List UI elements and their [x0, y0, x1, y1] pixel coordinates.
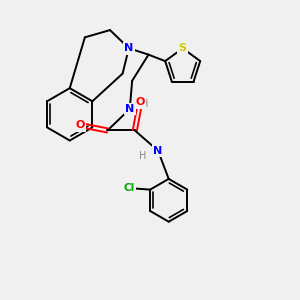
- Text: H: H: [141, 99, 148, 109]
- Text: N: N: [125, 104, 134, 114]
- Text: O: O: [136, 97, 145, 107]
- Text: N: N: [153, 146, 163, 156]
- Text: Cl: Cl: [123, 183, 134, 193]
- Text: H: H: [140, 151, 147, 161]
- Text: N: N: [124, 43, 134, 53]
- Text: S: S: [179, 44, 187, 53]
- Text: O: O: [76, 120, 85, 130]
